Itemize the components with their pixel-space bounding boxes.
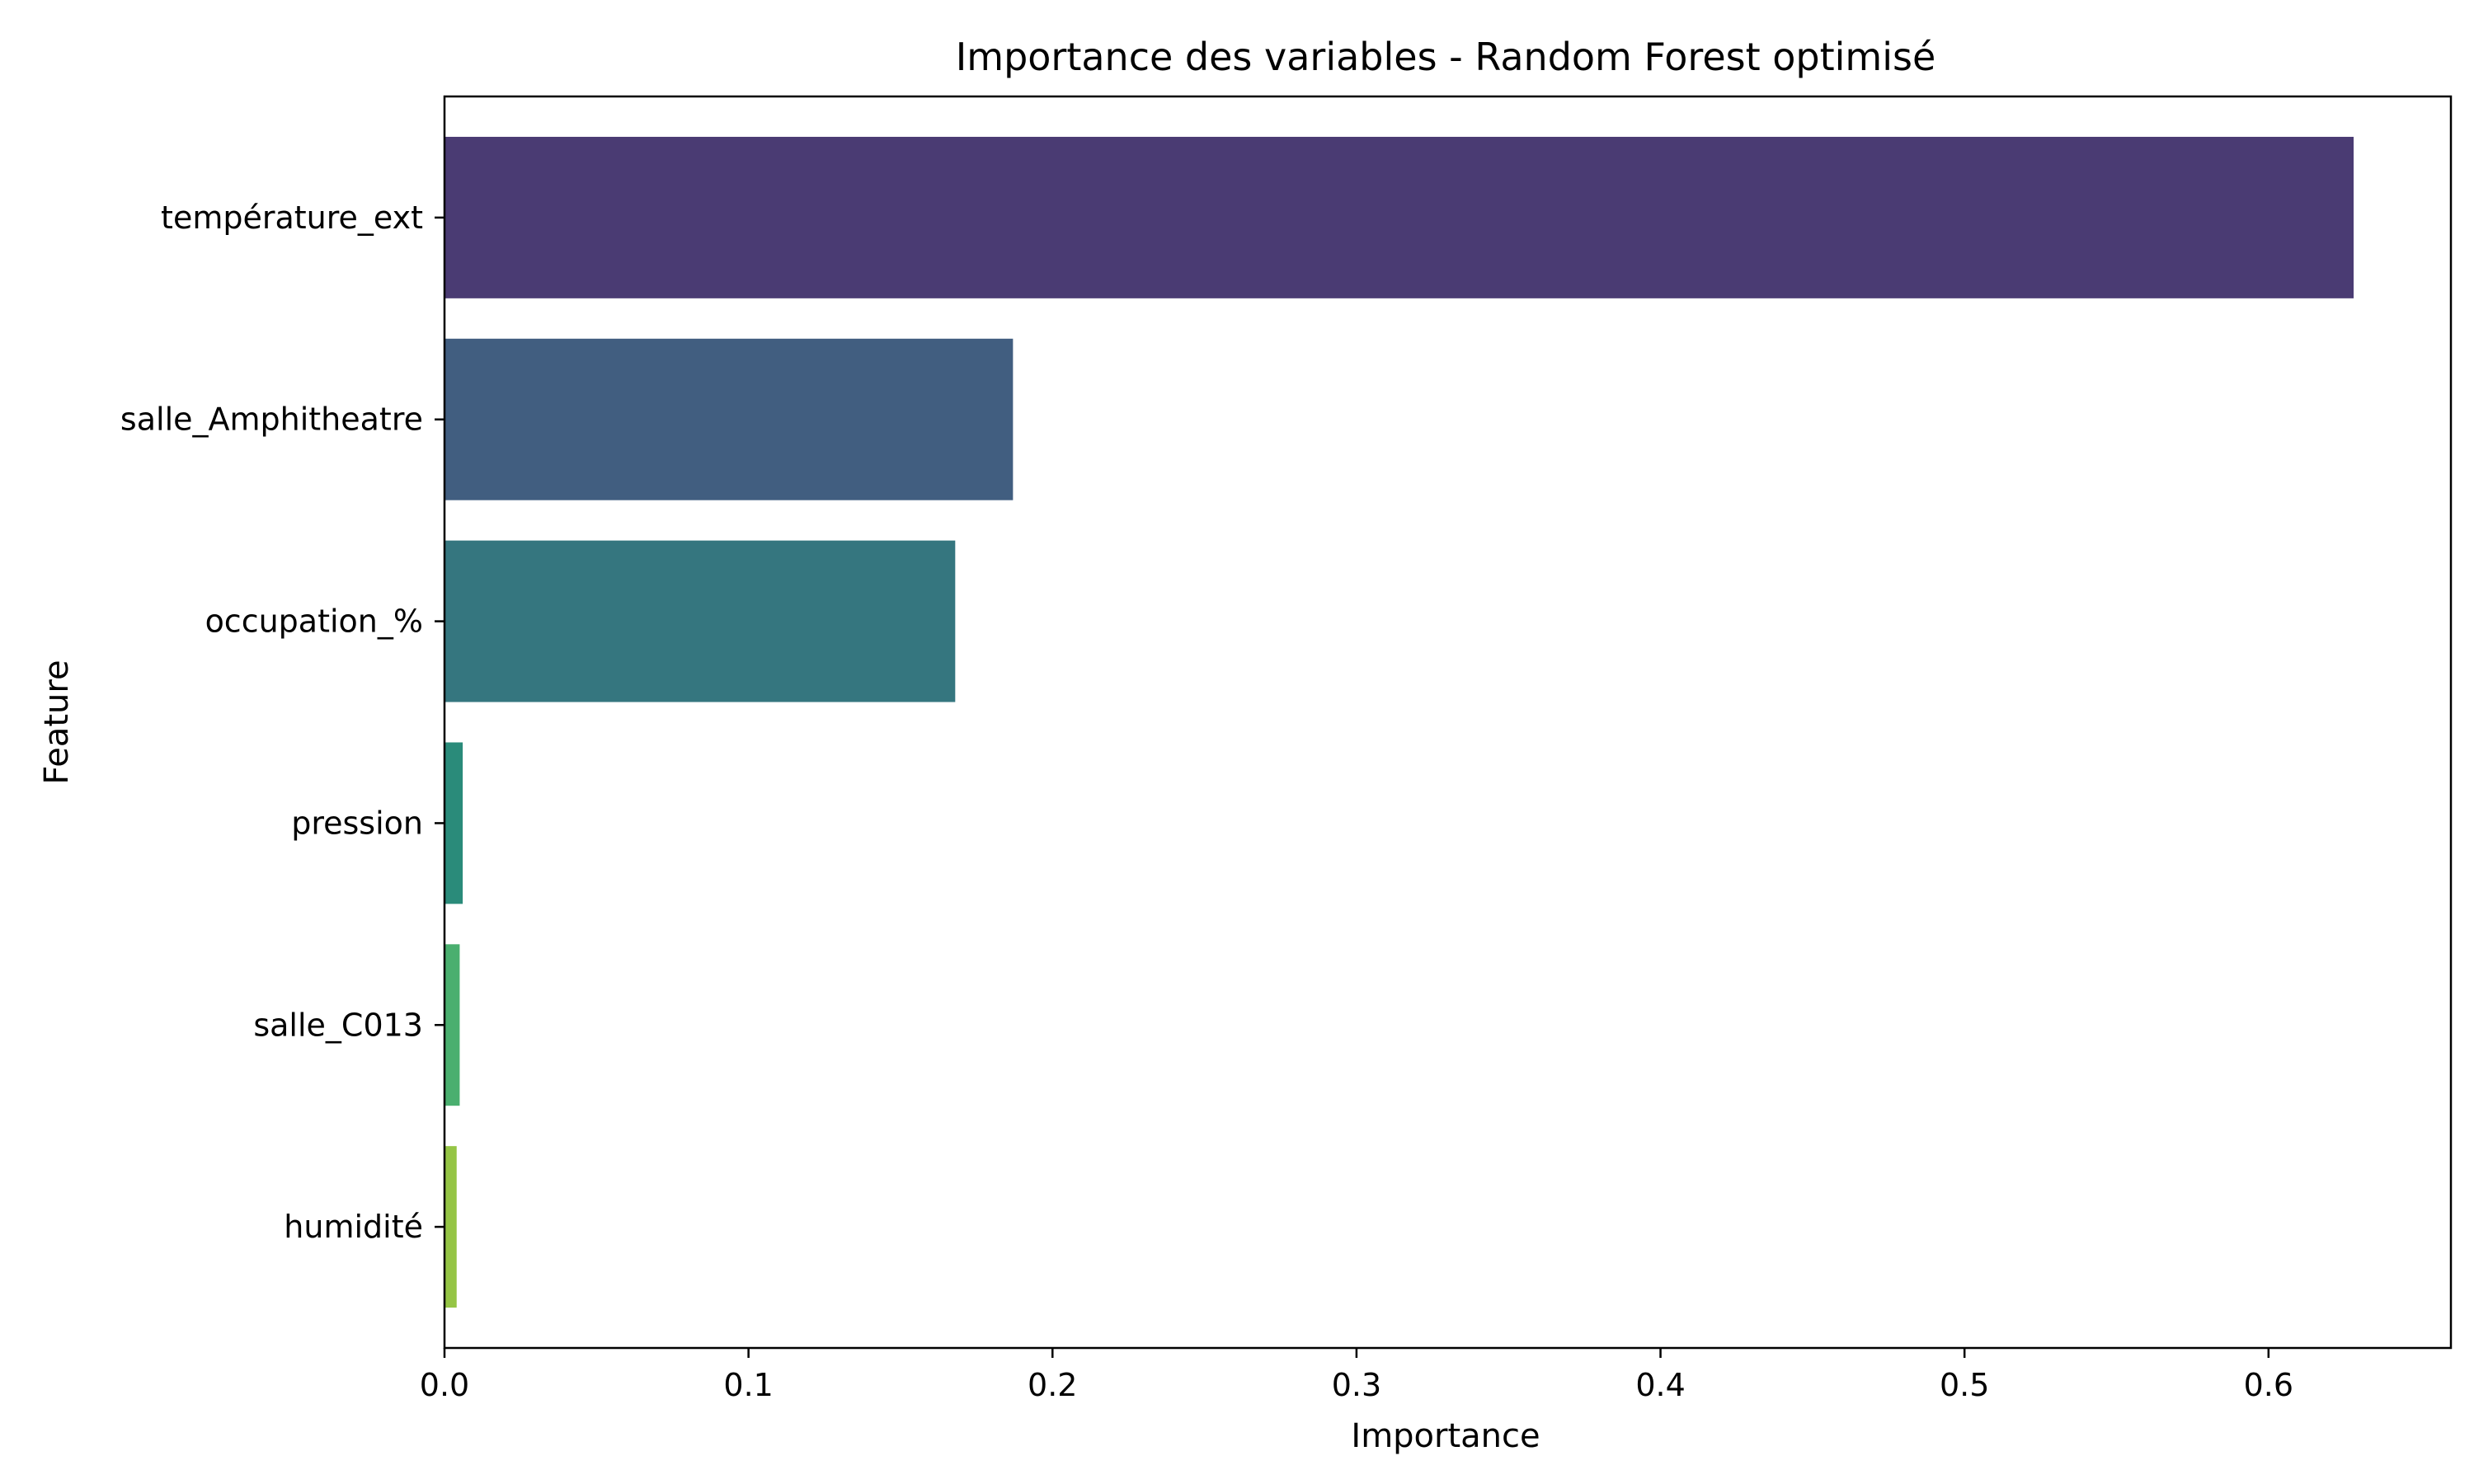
bar-4 xyxy=(444,944,460,1106)
x-tick-label-2: 0.2 xyxy=(1028,1367,1077,1403)
x-tick-label-6: 0.6 xyxy=(2244,1367,2293,1403)
y-axis: température_ext salle_Amphitheatreoccupat… xyxy=(120,200,444,1245)
bars-group xyxy=(444,136,2354,1308)
y-tick-label-2: occupation_% xyxy=(205,603,423,640)
x-tick-label-4: 0.4 xyxy=(1635,1367,1685,1403)
x-axis: 0.0 0.1 0.2 0.3 0.4 0.5 0.6 xyxy=(420,1348,2293,1403)
x-tick-label-1: 0.1 xyxy=(723,1367,773,1403)
bar-2 xyxy=(444,540,956,702)
x-tick-label-3: 0.3 xyxy=(1332,1367,1381,1403)
x-tick-label-0: 0.0 xyxy=(420,1367,469,1403)
y-tick-label-0: température_ext xyxy=(161,200,423,236)
y-tick-label-5: humidité xyxy=(284,1209,423,1245)
y-tick-label-4: salle_C013 xyxy=(253,1007,423,1043)
chart-title: Importance des variables - Random Forest… xyxy=(956,35,1936,79)
bar-0 xyxy=(444,136,2354,298)
y-axis-label: Feature xyxy=(38,660,76,784)
y-tick-label-3: pression xyxy=(291,805,423,841)
x-axis-label: Importance xyxy=(1351,1417,1540,1455)
x-tick-label-5: 0.5 xyxy=(1940,1367,1989,1403)
bar-1 xyxy=(444,338,1014,500)
plot-frame xyxy=(443,95,2453,1350)
y-tick-label-1: salle_Amphitheatre xyxy=(120,402,423,438)
bar-3 xyxy=(444,742,463,904)
bar-5 xyxy=(444,1146,457,1308)
